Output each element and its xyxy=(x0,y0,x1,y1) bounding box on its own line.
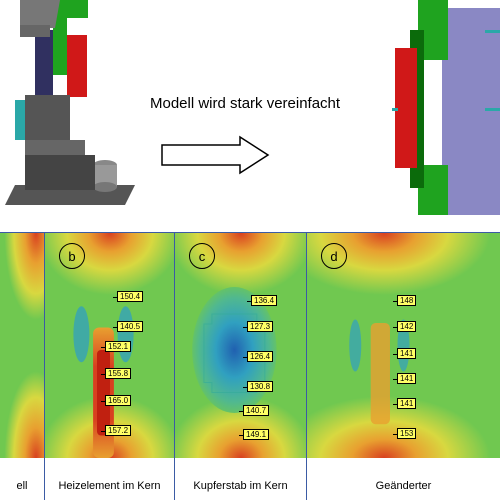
value-label: 141 xyxy=(397,398,416,409)
heatmap-panel-b: b 150.4 140.5 152.1 155.8 165.0 157.2 Heizeleme… xyxy=(45,233,175,500)
value-label: 157.2 xyxy=(105,425,131,436)
value-label: 150.4 xyxy=(117,291,143,302)
value-label: 142 xyxy=(397,321,416,332)
panel-letter-d: d xyxy=(321,243,347,269)
left-3d-model xyxy=(0,0,150,210)
value-label: 148 xyxy=(397,295,416,306)
heatmap-a xyxy=(0,233,44,458)
heatmap-panel-a: ell xyxy=(0,233,45,500)
red-block xyxy=(67,35,87,97)
panel-caption-d: Geänderter xyxy=(307,480,500,492)
panel-caption-a: ell xyxy=(0,480,44,492)
value-label: 149.1 xyxy=(243,429,269,440)
value-label: 165.0 xyxy=(105,395,131,406)
heatmap-row: ell b 150.4 140.5 152.1 155.8 165.0 157.2 Heizel… xyxy=(0,232,500,500)
panel-letter-b: b xyxy=(59,243,85,269)
value-label: 136.4 xyxy=(251,295,277,306)
top-section: Modell wird stark vereinfacht xyxy=(0,0,500,230)
arrow-icon xyxy=(160,135,270,175)
heatmap-panel-c: c 136.4 127.3 126.4 130.8 140.7 149.1 Kupfersta… xyxy=(175,233,307,500)
value-label: 126.4 xyxy=(247,351,273,362)
value-label: 152.1 xyxy=(105,341,131,352)
value-label: 141 xyxy=(397,373,416,384)
panel-letter-c: c xyxy=(189,243,215,269)
panel-caption-c: Kupferstab im Kern xyxy=(175,480,306,492)
simplification-title: Modell wird stark vereinfacht xyxy=(150,95,340,112)
panel-caption-b: Heizelement im Kern xyxy=(45,480,174,492)
value-label: 140.5 xyxy=(117,321,143,332)
value-label: 127.3 xyxy=(247,321,273,332)
purple-slab xyxy=(442,8,500,215)
value-label: 140.7 xyxy=(243,405,269,416)
red-strip xyxy=(395,48,417,168)
top-clamp xyxy=(20,0,60,28)
value-label: 130.8 xyxy=(247,381,273,392)
right-simplified-model xyxy=(390,0,500,215)
value-label: 153 xyxy=(397,428,416,439)
heatmap-panel-d: d 148 142 141 141 141 153 Geänderter xyxy=(307,233,500,500)
value-label: 141 xyxy=(397,348,416,359)
value-label: 155.8 xyxy=(105,368,131,379)
